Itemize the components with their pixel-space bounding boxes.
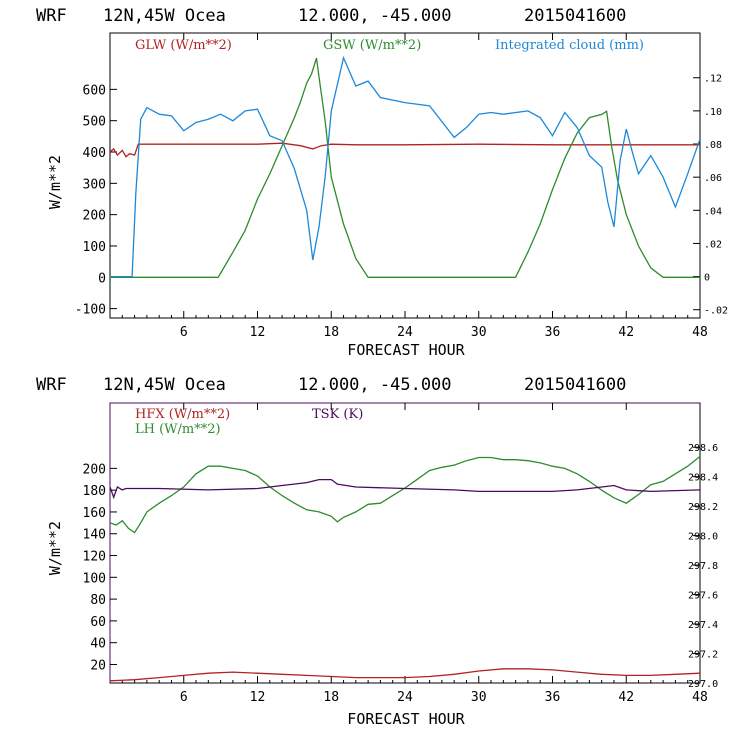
panel-2-header: WRF 12N,45W Ocea 12.000, -45.000 2015041… [36, 375, 626, 395]
x-tick-label: 42 [618, 325, 634, 340]
x-tick-label: 48 [692, 690, 708, 705]
y-tick-label: 100 [83, 240, 106, 255]
legend-gsw: GSW (W/m**2) [323, 38, 421, 53]
plot-frame [109, 402, 701, 684]
legend-glw: GLW (W/m**2) [135, 38, 232, 53]
y2-tick-label: 298.2 [688, 502, 718, 513]
x-tick-label: 48 [692, 325, 708, 340]
y2-tick-label: 298.6 [688, 443, 718, 454]
y-tick-label: 160 [83, 506, 106, 521]
x-tick-label: 24 [397, 325, 413, 340]
x-tick-label: 36 [545, 690, 561, 705]
x-tick-label: 30 [471, 690, 487, 705]
y2-tick-label: -.02 [704, 306, 728, 317]
series-line-tsk [110, 478, 700, 500]
y-tick-label: 120 [83, 550, 106, 565]
series-line-hfx [110, 668, 700, 682]
panel-2-chart: 6 12 18 24 30 36 42 48 20 40 60 80 100 120 140 160 180 20… [46, 402, 718, 728]
legend-integrated: Integrated cloud (mm) [495, 38, 644, 53]
header-coords: 12.000, -45.000 [298, 375, 452, 395]
y2-tick-label: 297.0 [688, 679, 718, 690]
y-tick-label: 200 [83, 462, 106, 477]
y-tick-label: 40 [90, 637, 106, 652]
y-tick-label: 500 [83, 115, 106, 130]
x-tick-label: 42 [618, 690, 634, 705]
x-tick-label: 6 [180, 690, 188, 705]
y2-tick-label: .06 [704, 173, 722, 184]
header-station: 12N,45W Ocea [103, 6, 226, 26]
y-tick-label: 180 [83, 484, 106, 499]
y2-tick-label: 297.8 [688, 561, 718, 572]
legend-tsk: TSK (K) [312, 407, 363, 422]
y2-tick-label: 0 [704, 273, 710, 284]
y-tick-label: 100 [83, 571, 106, 586]
y-tick-label: 0 [98, 271, 106, 286]
series-line-lh [110, 455, 700, 534]
series-line-glw [110, 142, 700, 158]
x-tick-label: 24 [397, 690, 413, 705]
y2-tick-label: .08 [704, 140, 722, 151]
panel-1-header: WRF 12N,45W Ocea 12.000, -45.000 2015041… [36, 6, 626, 26]
x-tick-label: 18 [323, 690, 339, 705]
y2-tick-label: 297.4 [688, 620, 718, 631]
x-tick-label: 36 [545, 325, 561, 340]
y-tick-label: 20 [90, 658, 106, 673]
y-tick-label: 200 [83, 209, 106, 224]
legend-lh: LH (W/m**2) [135, 422, 221, 437]
plot-frame [109, 32, 701, 319]
y2-tick-label: 297.6 [688, 591, 718, 602]
series-line-integrated [110, 55, 700, 278]
x-axis-label: FORECAST HOUR [347, 341, 465, 359]
header-date: 2015041600 [524, 375, 626, 395]
header-coords: 12.000, -45.000 [298, 6, 452, 26]
x-tick-label: 12 [250, 325, 266, 340]
header-date: 2015041600 [524, 6, 626, 26]
y-tick-label: 140 [83, 528, 106, 543]
y-tick-label: 600 [83, 83, 106, 98]
y-tick-label: 300 [83, 177, 106, 192]
x-axis-label: FORECAST HOUR [347, 710, 465, 728]
legend-hfx: HFX (W/m**2) [135, 407, 230, 422]
y2-tick-label: .10 [704, 107, 722, 118]
y2-tick-label: .04 [704, 206, 722, 217]
y2-tick-label: .02 [704, 239, 722, 250]
y-tick-label: 60 [90, 615, 106, 630]
y2-tick-label: 298.0 [688, 532, 718, 543]
y2-tick-label: .12 [704, 74, 722, 85]
y-axis-label: W/m**2 [46, 155, 64, 209]
header-model: WRF [36, 375, 67, 395]
y2-tick-label: 298.4 [688, 473, 718, 484]
x-tick-label: 30 [471, 325, 487, 340]
y-tick-label: 400 [83, 146, 106, 161]
header-model: WRF [36, 6, 67, 26]
series-line-gsw [110, 57, 700, 278]
x-tick-label: 6 [180, 325, 188, 340]
panel-1-chart: 6 12 18 24 30 36 42 48 -100 0 100 200 300 400 500 600 -.… [46, 32, 728, 359]
y2-tick-label: 297.2 [688, 650, 718, 661]
y-tick-label: -100 [75, 303, 106, 318]
y-axis-label: W/m**2 [46, 521, 64, 575]
header-station: 12N,45W Ocea [103, 375, 226, 395]
x-tick-label: 18 [323, 325, 339, 340]
y-tick-label: 80 [90, 593, 106, 608]
x-tick-label: 12 [250, 690, 266, 705]
